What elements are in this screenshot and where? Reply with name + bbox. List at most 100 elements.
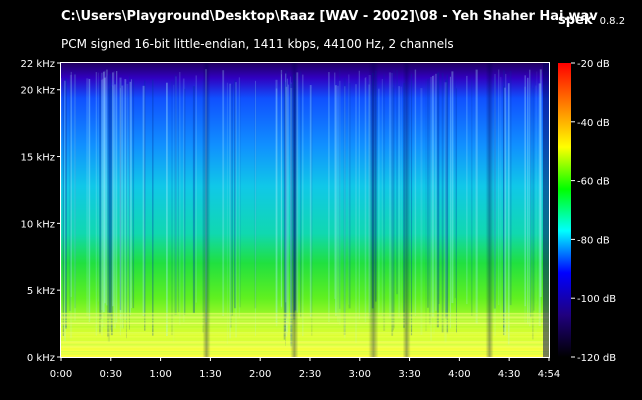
spectrogram-streak	[328, 72, 330, 322]
spectrogram-harmonic	[61, 313, 549, 315]
spectrogram-streak	[109, 87, 111, 319]
spectrogram-streak	[107, 75, 109, 337]
level-tick-label: -40 dB	[577, 118, 610, 129]
spectrogram-streak	[505, 73, 507, 336]
spectrogram-harmonic	[61, 336, 549, 338]
spectrogram-streak	[398, 86, 400, 319]
spectrogram-harmonic	[61, 332, 549, 334]
spectrogram-streak	[446, 74, 449, 334]
spectrogram-harmonic	[61, 338, 549, 340]
spectrogram-harmonic	[61, 353, 549, 355]
time-tick-label: 1:30	[199, 369, 221, 380]
spectrogram-streak	[311, 88, 313, 336]
spectrogram-streak	[383, 73, 386, 331]
spectrogram-streak	[126, 82, 127, 339]
spectrogram-gap	[290, 63, 299, 357]
spectrogram-streak	[454, 73, 457, 299]
spectrogram-streak	[438, 71, 440, 304]
level-tick-label: -20 dB	[577, 59, 610, 70]
spectrogram-streak	[104, 77, 106, 304]
spectrogram-streak	[334, 72, 336, 299]
time-tick-label: 1:00	[149, 369, 171, 380]
spectrogram-gap	[402, 63, 411, 357]
spectrogram-streak	[344, 86, 346, 339]
spectrogram-streak	[414, 69, 417, 316]
spectrogram-streak	[364, 77, 366, 323]
spectrogram-streak	[99, 73, 102, 319]
plot-frame	[60, 62, 550, 358]
spectrogram-streak	[456, 88, 457, 333]
spectrogram-streak	[393, 69, 395, 329]
time-tick-label: 3:00	[349, 369, 371, 380]
spectrogram-streak	[527, 77, 529, 325]
spectrogram-harmonic	[61, 332, 549, 334]
spectrogram-streak	[178, 81, 180, 313]
spectrogram-streak	[64, 80, 66, 342]
time-tick-label: 0:30	[100, 369, 122, 380]
spectrogram-streak	[70, 71, 72, 297]
spectrogram-streak	[121, 85, 124, 329]
spectrogram-streak	[173, 84, 175, 343]
spectrogram-harmonic	[61, 316, 549, 318]
spectrogram-streak	[69, 74, 73, 339]
spectrogram-streak	[428, 77, 431, 325]
spectrogram-streak	[107, 88, 110, 342]
spectrogram-harmonic	[61, 344, 549, 346]
spectrogram-harmonic	[61, 319, 549, 321]
spectrogram-streak	[129, 75, 130, 330]
spectrogram-gap	[368, 63, 379, 357]
spectrogram-streak	[529, 69, 531, 327]
spectrogram-streak	[62, 81, 64, 336]
spectrogram-streak	[142, 85, 145, 316]
spectrogram-streak	[234, 80, 236, 309]
spectrogram-streak	[533, 73, 535, 311]
spectrogram-streak	[182, 78, 185, 322]
spectrogram-streak	[179, 71, 181, 325]
spectrogram-streak	[74, 71, 76, 309]
spectrogram-streak	[98, 72, 99, 302]
spectrogram-streak	[99, 80, 101, 334]
spectrogram-streak	[451, 71, 454, 304]
spectrogram-streak	[444, 82, 447, 343]
spectrogram-harmonic	[61, 352, 549, 354]
spectrogram-streak	[86, 78, 89, 316]
spectrogram-streak	[114, 84, 116, 329]
spectrogram-streak	[254, 83, 257, 309]
spectrogram-streak	[400, 86, 402, 325]
freq-tick-label: 22 kHz	[21, 59, 55, 70]
spectrogram-harmonic	[61, 313, 549, 315]
spectrogram-streak	[69, 77, 71, 311]
spectrogram-streak	[391, 73, 393, 325]
spectrogram-harmonic	[61, 322, 549, 324]
spectrogram-streak	[507, 83, 510, 345]
spectrogram-harmonic	[61, 340, 549, 342]
spectrogram-streak	[524, 86, 526, 323]
spectrogram-harmonic	[61, 351, 549, 353]
spectrogram-streak	[192, 86, 195, 314]
spectrogram-streak	[539, 69, 542, 297]
spectrogram-streak	[536, 71, 538, 304]
spectrogram-harmonic	[61, 341, 549, 343]
spectrogram-harmonic	[61, 315, 549, 317]
spectrogram-streak	[235, 82, 237, 338]
spectrogram-streak	[195, 75, 197, 303]
spectrogram-streak	[302, 74, 304, 336]
spectrogram-streak	[339, 69, 341, 309]
spectrogram-streak	[410, 74, 413, 336]
spectrogram-streak	[285, 86, 288, 337]
time-tick-label: 2:00	[249, 369, 271, 380]
spectrogram-streak	[358, 70, 360, 320]
spectrogram-streak	[73, 74, 76, 321]
spectrogram-streak	[430, 76, 432, 341]
time-tick-label: 4:54	[538, 369, 560, 380]
spectrogram-streak	[166, 82, 168, 337]
spectrogram-streak	[494, 73, 496, 336]
spectrogram-streak	[110, 73, 112, 330]
spectrogram-streak	[108, 74, 111, 314]
spectrogram-harmonic	[61, 312, 549, 314]
spectrogram-harmonic	[61, 323, 549, 325]
spectrogram-harmonic	[61, 337, 549, 339]
spectrogram-harmonic	[61, 318, 549, 320]
spectrogram-streak	[427, 79, 429, 308]
spectrogram-streak	[226, 82, 228, 344]
